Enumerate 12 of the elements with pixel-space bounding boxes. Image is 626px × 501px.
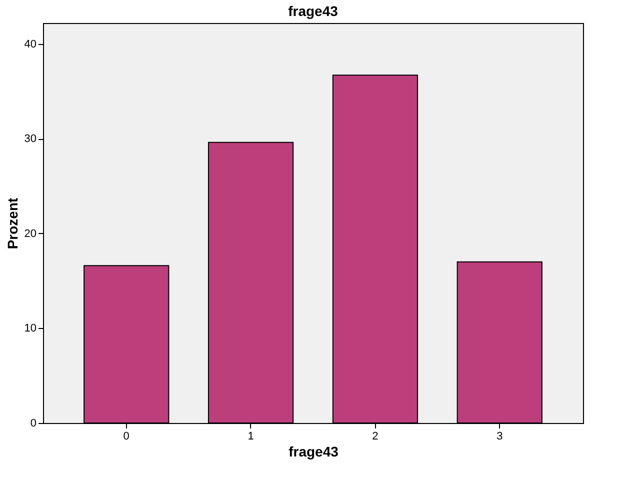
y-tick-label: 0 bbox=[30, 418, 36, 430]
y-tick-label: 10 bbox=[24, 322, 36, 335]
chart-title: frage43 bbox=[288, 3, 338, 19]
y-tick-label: 20 bbox=[24, 228, 36, 240]
y-tick-label: 30 bbox=[24, 133, 36, 146]
x-tick-label: 2 bbox=[372, 430, 378, 442]
x-axis-title: frage43 bbox=[288, 444, 339, 460]
y-axis-title: Prozent bbox=[4, 197, 20, 250]
x-tick-label: 1 bbox=[248, 430, 254, 442]
y-tick-label: 40 bbox=[24, 38, 36, 50]
x-tick-label: 0 bbox=[123, 430, 130, 442]
x-tick-label: 3 bbox=[496, 430, 503, 442]
